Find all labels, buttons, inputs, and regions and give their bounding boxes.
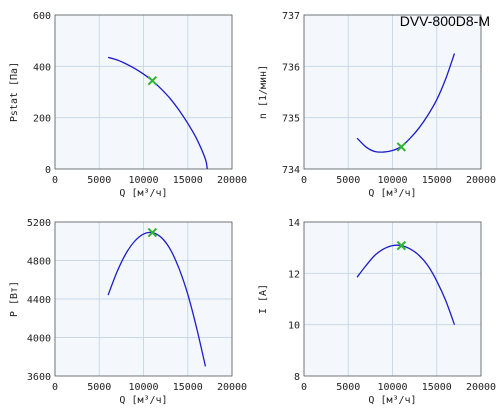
pstat-chart: 0 5000 10000 15000 20000 0 200 400 600 Q [м³/ч] Ps…	[9, 11, 247, 199]
series-line	[107, 231, 207, 367]
power-chart: 0 5000 10000 15000 20000 3600 4000 4400 4800 5200…	[9, 218, 247, 406]
y-tick-label: 4000	[27, 334, 51, 345]
series-line	[107, 56, 208, 170]
y-axis-label: n [1/мин]	[258, 65, 269, 119]
x-tick-label: 20000	[466, 175, 496, 186]
y-axis-label: I [A]	[258, 284, 269, 314]
x-tick-label: 5000	[336, 382, 360, 393]
plot-frame	[303, 221, 482, 377]
x-axis-label: Q [м³/ч]	[368, 395, 416, 406]
y-tick-label: 734	[282, 165, 300, 176]
speed-chart: 0 5000 10000 15000 20000 734 735 736 737 Q [м³/ч]…	[258, 11, 496, 199]
x-tick-label: 0	[52, 175, 58, 186]
y-axis-label: Pstat [Па]	[9, 62, 20, 122]
x-tick-label: 15000	[173, 175, 203, 186]
y-tick-label: 4400	[27, 295, 51, 306]
y-tick-label: 12	[288, 269, 300, 280]
x-tick-label: 20000	[217, 382, 247, 393]
x-tick-label: 20000	[217, 175, 247, 186]
x-tick-label: 15000	[173, 382, 203, 393]
series-line	[356, 244, 456, 325]
y-tick-label: 5200	[27, 218, 51, 229]
x-axis-label: Q [м³/ч]	[119, 188, 167, 199]
y-tick-label: 4800	[27, 257, 51, 268]
operating-point-marker	[396, 142, 407, 152]
plot-frame	[303, 14, 482, 170]
y-axis-label: P [Вт]	[9, 281, 20, 317]
y-tick-label: 3600	[27, 372, 51, 383]
marker-stroke	[147, 227, 158, 238]
x-tick-label: 15000	[422, 382, 452, 393]
y-tick-label: 737	[282, 11, 300, 22]
x-axis-label: Q [м³/ч]	[368, 188, 416, 199]
x-tick-label: 0	[52, 382, 58, 393]
marker-stroke	[396, 142, 407, 152]
x-tick-label: 20000	[466, 382, 496, 393]
x-axis-label: Q [м³/ч]	[119, 395, 167, 406]
y-tick-label: 735	[282, 114, 300, 125]
plot-frame	[54, 14, 233, 170]
plot-frame	[54, 221, 233, 377]
x-tick-label: 0	[301, 382, 307, 393]
x-tick-label: 5000	[87, 382, 111, 393]
x-tick-label: 15000	[422, 175, 452, 186]
operating-point-marker	[147, 75, 158, 86]
x-tick-label: 5000	[87, 175, 111, 186]
x-tick-label: 0	[301, 175, 307, 186]
marker-stroke	[147, 75, 158, 86]
y-tick-label: 8	[294, 372, 300, 383]
y-tick-label: 10	[288, 321, 300, 332]
operating-point-marker	[147, 227, 158, 238]
marker-stroke	[396, 240, 407, 251]
y-tick-label: 736	[282, 62, 300, 73]
x-tick-label: 10000	[377, 175, 407, 186]
series-line	[356, 53, 456, 153]
y-tick-label: 14	[288, 218, 300, 229]
x-tick-label: 10000	[128, 382, 158, 393]
y-tick-label: 200	[33, 114, 51, 125]
model-label: DVV-800D8-M	[399, 13, 490, 29]
current-chart: 0 5000 10000 15000 20000 8 10 12 14 Q [м³/ч] I [A]	[258, 218, 496, 406]
x-tick-label: 10000	[377, 382, 407, 393]
y-tick-label: 400	[33, 62, 51, 73]
x-tick-label: 5000	[336, 175, 360, 186]
y-tick-label: 0	[45, 165, 51, 176]
operating-point-marker	[396, 240, 407, 251]
x-tick-label: 10000	[128, 175, 158, 186]
y-tick-label: 600	[33, 11, 51, 22]
